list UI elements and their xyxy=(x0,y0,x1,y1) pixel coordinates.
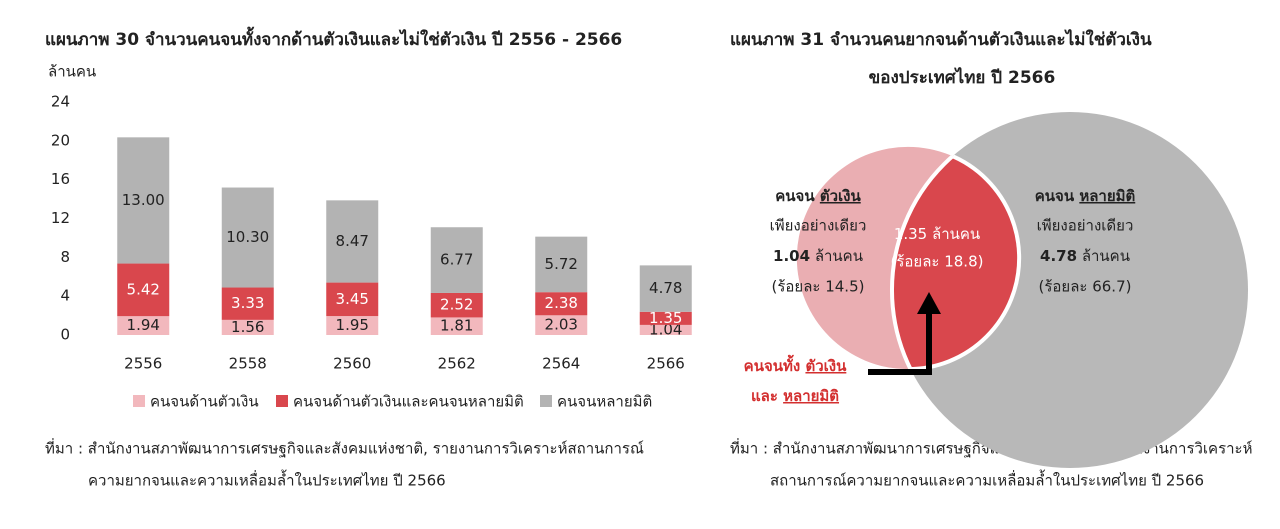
x-tick-label: 2556 xyxy=(124,355,162,373)
chart-title: ของประเทศไทย ปี 2566 xyxy=(869,67,1056,88)
source: สถานการณ์ความยากจนและความเหลื่อมล้ำในประ… xyxy=(770,470,1204,490)
data-label: 1.81 xyxy=(440,317,473,335)
unit: ล้านคน xyxy=(932,225,980,243)
data-label: 2.03 xyxy=(545,316,578,334)
value: 1.35 xyxy=(894,225,927,243)
y-tick-label: 16 xyxy=(51,170,70,188)
bar-segment xyxy=(221,287,274,320)
arrow xyxy=(868,292,941,375)
bar-segment xyxy=(326,200,379,283)
data-label: 1.04 xyxy=(649,320,682,338)
annotation-part: หลายมิติ xyxy=(783,387,839,405)
unit: ล้านคน xyxy=(1082,247,1130,265)
data-label: 6.77 xyxy=(440,251,473,269)
source: ที่มา : สำนักงานสภาพัฒนาการเศรษฐกิจและสั… xyxy=(45,438,644,458)
data-label: 5.42 xyxy=(127,280,160,298)
bar-segment xyxy=(117,316,170,335)
set-percent: (ร้อยละ 14.5) xyxy=(772,278,865,296)
unit: ล้านคน xyxy=(815,247,863,265)
bar-segment xyxy=(430,227,483,293)
set-name-em: ตัวเงิน xyxy=(820,187,862,205)
bar-segment xyxy=(221,187,274,288)
set-value: 4.78 ล้านคน xyxy=(1040,247,1130,265)
x-tick-label: 2564 xyxy=(542,355,580,373)
legend-swatch xyxy=(133,395,145,407)
data-label: 2.38 xyxy=(545,294,578,312)
bar-segment xyxy=(535,236,588,293)
data-label: 3.33 xyxy=(231,294,264,312)
data-label: 13.00 xyxy=(122,191,165,209)
set-name: คนจน xyxy=(1035,187,1075,205)
set-value: 1.04 ล้านคน xyxy=(773,247,863,265)
y-tick-label: 24 xyxy=(51,93,70,111)
overlap-percent: (ร้อยละ 18.8) xyxy=(891,253,984,271)
data-label: 1.94 xyxy=(127,316,160,334)
y-tick-label: 0 xyxy=(60,326,70,344)
bar-segment xyxy=(639,324,692,335)
data-label: 4.78 xyxy=(649,279,682,297)
bar-segment xyxy=(535,292,588,316)
data-label: 5.72 xyxy=(545,255,578,273)
set-qualifier: เพียงอย่างเดียว xyxy=(770,217,867,235)
y-tick-label: 4 xyxy=(60,287,70,305)
set-label: คนจน ตัวเงิน xyxy=(775,187,861,205)
overlap-outline xyxy=(889,146,1020,370)
value: 4.78 xyxy=(1040,247,1077,265)
annotation: คนจนทั้ง ตัวเงิน xyxy=(744,354,847,375)
y-tick-label: 20 xyxy=(51,131,70,149)
data-label: 1.56 xyxy=(231,318,264,336)
y-axis-label: ล้านคน xyxy=(48,63,96,81)
annotation-part: คนจนทั้ง xyxy=(744,354,801,375)
value: 1.04 xyxy=(773,247,810,265)
legend-swatch xyxy=(540,395,552,407)
y-tick-label: 12 xyxy=(51,209,70,227)
bar-segment xyxy=(430,292,483,318)
chart-title: แผนภาพ 30 จำนวนคนจนทั้งจากด้านตัวเงินและ… xyxy=(45,26,622,50)
chart-title: แผนภาพ 31 จำนวนคนยากจนด้านตัวเงินและไม่ใ… xyxy=(730,29,1152,50)
source: ความยากจนและความเหลื่อมล้ำในประเทศไทย ปี… xyxy=(88,470,446,490)
legend-swatch xyxy=(276,395,288,407)
overlap-value: 1.35 ล้านคน xyxy=(894,225,980,243)
bar-segment xyxy=(639,265,692,312)
x-tick-label: 2566 xyxy=(647,355,685,373)
legend-label: คนจนหลายมิติ xyxy=(557,393,652,411)
set-label: คนจน หลายมิติ xyxy=(1035,187,1136,205)
data-label: 8.47 xyxy=(336,232,369,250)
bar-segment xyxy=(117,137,170,264)
legend-label: คนจนด้านตัวเงิน xyxy=(150,393,259,411)
bar-segment xyxy=(535,315,588,335)
bar-segment xyxy=(117,263,170,317)
set-name-em: หลายมิติ xyxy=(1079,187,1135,205)
x-tick-label: 2560 xyxy=(333,355,371,373)
bar-segment xyxy=(326,282,379,317)
annotation-part: ตัวเงิน xyxy=(805,357,847,375)
annotation-part: และ xyxy=(751,387,778,405)
annotation: และ หลายมิติ xyxy=(751,387,839,405)
data-label: 1.35 xyxy=(649,309,682,327)
set-qualifier: เพียงอย่างเดียว xyxy=(1037,217,1134,235)
data-label: 1.95 xyxy=(336,316,369,334)
x-tick-label: 2558 xyxy=(229,355,267,373)
x-tick-label: 2562 xyxy=(438,355,476,373)
set-percent: (ร้อยละ 66.7) xyxy=(1039,278,1132,296)
bar-segment xyxy=(221,319,274,335)
y-tick-label: 8 xyxy=(60,248,70,266)
data-label: 10.30 xyxy=(226,228,269,246)
bar-segment xyxy=(639,311,692,325)
bar-segment xyxy=(326,316,379,335)
data-label: 3.45 xyxy=(336,290,369,308)
data-label: 2.52 xyxy=(440,296,473,314)
set-name: คนจน xyxy=(775,187,815,205)
bar-segment xyxy=(430,317,483,335)
legend-label: คนจนด้านตัวเงินและคนจนหลายมิติ xyxy=(293,393,524,411)
